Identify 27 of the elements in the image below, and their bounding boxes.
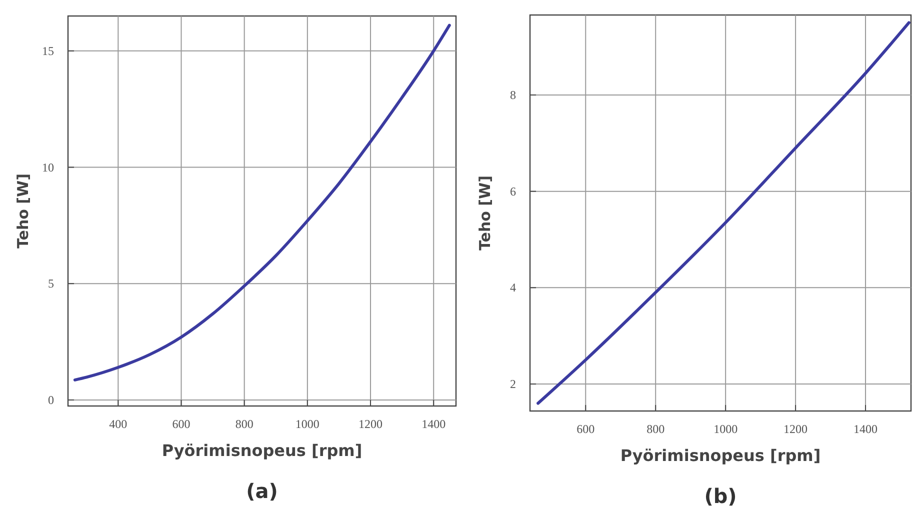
text: (b)	[704, 484, 737, 508]
x-tick-label: 1400	[854, 422, 878, 436]
x-tick-label: 1000	[295, 417, 320, 431]
x-tick-label: 1200	[358, 417, 383, 431]
text: (a)	[246, 479, 278, 503]
y-axis-title: Teho [W]	[476, 176, 494, 250]
y-tick-label: 8	[510, 88, 516, 102]
x-tick-label: 800	[646, 422, 665, 436]
x-axis-title: Pyörimisnopeus [rpm]	[162, 441, 362, 460]
y-axis-title: Teho [W]	[14, 174, 32, 248]
x-tick-label: 1200	[784, 422, 808, 436]
x-tick-label: 800	[235, 417, 254, 431]
y-tick-label: 5	[48, 276, 54, 291]
x-tick-label: 1000	[714, 422, 738, 436]
x-tick-label: 1400	[422, 417, 446, 431]
y-tick-label: 4	[510, 280, 516, 295]
y-tick-label: 0	[48, 392, 54, 407]
y-tick-label: 2	[510, 377, 516, 392]
x-tick-label: 600	[172, 417, 190, 431]
y-tick-label: 6	[510, 184, 516, 198]
x-tick-label: 600	[576, 422, 595, 436]
line-series	[73, 24, 451, 382]
line-series	[536, 21, 910, 405]
x-tick-label: 400	[109, 417, 128, 431]
x-axis-title: Pyörimisnopeus [rpm]	[620, 446, 821, 465]
y-tick-label: 15	[42, 44, 54, 58]
y-tick-label: 10	[42, 160, 54, 174]
